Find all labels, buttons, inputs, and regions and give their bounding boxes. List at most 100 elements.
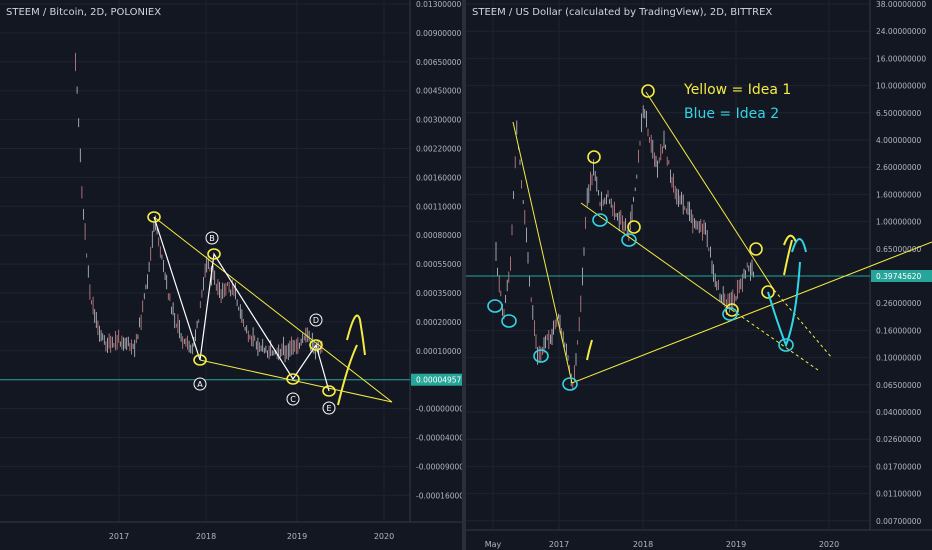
x-tick-label: 2018 bbox=[633, 540, 653, 549]
y-tick-label: 0.00220000 bbox=[416, 145, 462, 154]
y-tick-label: 0.00300000 bbox=[416, 116, 462, 125]
wave-label-d: D bbox=[313, 316, 319, 325]
y-tick-label: 0.00900000 bbox=[416, 29, 462, 38]
yellow-arrow bbox=[783, 239, 793, 276]
wave-label-b: B bbox=[209, 234, 215, 243]
y-tick-label: 0.00020000 bbox=[416, 318, 462, 327]
y-tick-label: 0.01100000 bbox=[876, 490, 922, 499]
x-tick-label: 2019 bbox=[726, 540, 746, 549]
y-tick-label: 0.00055000 bbox=[416, 260, 462, 269]
current-price-badge bbox=[871, 270, 932, 282]
projection-arrow bbox=[337, 344, 358, 406]
cyan-circle-marker bbox=[592, 213, 608, 227]
cyan-circle-marker bbox=[621, 233, 637, 247]
y-tick-label: 0.00035000 bbox=[416, 289, 462, 298]
x-tick-label: 2019 bbox=[287, 532, 307, 541]
y-tick-label: 10.00000000 bbox=[876, 82, 926, 91]
yellow-trendline bbox=[571, 241, 932, 384]
y-tick-label: 0.00450000 bbox=[416, 87, 462, 96]
x-tick-label: 2018 bbox=[196, 532, 216, 541]
x-tick-label: 2017 bbox=[549, 540, 569, 549]
projection-arrow-head bbox=[346, 314, 366, 356]
y-tick-label: 0.01700000 bbox=[876, 462, 922, 471]
y-tick-label: 0.00700000 bbox=[876, 517, 922, 526]
yellow-trendline bbox=[645, 91, 775, 291]
yellow-circle-marker bbox=[193, 354, 207, 366]
yellow-arrow-head bbox=[783, 234, 797, 246]
y-tick-label: 16.00000000 bbox=[876, 54, 926, 63]
dashed-projection bbox=[773, 289, 833, 359]
yellow-circle-marker bbox=[627, 220, 641, 234]
cyan-circle-marker bbox=[722, 307, 738, 321]
y-tick-label: 0.06500000 bbox=[876, 381, 922, 390]
left-chart-title: STEEM / Bitcoin, 2D, POLONIEX bbox=[6, 7, 162, 18]
x-tick-label: 2017 bbox=[109, 532, 129, 541]
y-tick-label: -0.00004000 bbox=[416, 434, 462, 443]
yellow-circle-marker bbox=[587, 150, 601, 164]
y-tick-label: 0.04000000 bbox=[876, 408, 922, 417]
wave-label-circle bbox=[193, 377, 207, 391]
y-tick-label: -0.00009000 bbox=[416, 462, 462, 471]
left-chart-panel[interactable]: 2017 2018 2019 2020 0.01300000 0.00900000 0.00… bbox=[0, 0, 462, 550]
wave-label-circle bbox=[205, 231, 219, 245]
wave-label-a: A bbox=[197, 380, 203, 389]
y-tick-label: 1.00000000 bbox=[876, 218, 922, 227]
yellow-circle-marker bbox=[207, 248, 221, 260]
y-tick-label: 1.60000000 bbox=[876, 190, 922, 199]
y-tick-label: 0.10000000 bbox=[876, 354, 922, 363]
cyan-circle-marker bbox=[562, 377, 578, 391]
wave-label-e: E bbox=[326, 404, 331, 413]
y-tick-label: 0.26000000 bbox=[876, 299, 922, 308]
cyan-circle-marker bbox=[501, 314, 517, 328]
right-chart-svg: May 2017 2018 2019 2020 38.00000000 24.0000000… bbox=[466, 0, 932, 549]
cyan-circle-marker bbox=[487, 299, 503, 313]
yellow-circle-marker bbox=[309, 339, 323, 351]
yellow-circle-marker bbox=[322, 385, 336, 397]
yellow-arrow bbox=[586, 339, 593, 361]
y-tick-label: 0.00650000 bbox=[416, 58, 462, 67]
wave-path bbox=[153, 216, 330, 392]
yellow-circle-marker bbox=[641, 84, 655, 98]
legend-idea-1: Yellow = Idea 1 bbox=[684, 82, 792, 98]
x-tick-label: 2020 bbox=[819, 540, 839, 549]
cyan-circle-marker bbox=[778, 338, 794, 352]
legend-idea-2: Blue = Idea 2 bbox=[684, 106, 780, 122]
current-price-badge bbox=[411, 373, 462, 386]
y-tick-label: 24.00000000 bbox=[876, 27, 926, 36]
wave-label-circle bbox=[322, 401, 336, 415]
cyan-circle-marker bbox=[533, 349, 549, 363]
yellow-circle-marker bbox=[147, 211, 161, 223]
right-chart-panel[interactable]: May 2017 2018 2019 2020 38.00000000 24.0000000… bbox=[466, 0, 932, 550]
x-tick-label: 2020 bbox=[374, 532, 394, 541]
y-tick-label: 0.02600000 bbox=[876, 435, 922, 444]
wave-label-circle bbox=[309, 313, 323, 327]
yellow-trendline bbox=[153, 216, 393, 403]
left-chart-svg: 2017 2018 2019 2020 0.01300000 0.00900000 0.00… bbox=[0, 0, 462, 541]
wave-label-c: C bbox=[290, 395, 296, 404]
current-price-label: 0.00004957 bbox=[416, 376, 462, 385]
y-tick-label: 0.00160000 bbox=[416, 173, 462, 182]
y-tick-label: -0.00016000 bbox=[416, 491, 462, 500]
panel-divider[interactable] bbox=[462, 0, 466, 550]
y-tick-label: 6.50000000 bbox=[876, 109, 922, 118]
y-tick-label: 38.00000000 bbox=[876, 0, 926, 9]
wave-label-circle bbox=[286, 392, 300, 406]
yellow-circle-marker bbox=[286, 373, 300, 385]
right-chart-title: STEEM / US Dollar (calculated by Trading… bbox=[472, 7, 773, 18]
yellow-circle-marker bbox=[749, 242, 763, 256]
y-tick-label: 0.01300000 bbox=[416, 0, 462, 9]
current-price-label: 0.39745620 bbox=[876, 272, 922, 281]
yellow-circle-marker bbox=[761, 285, 775, 299]
cyan-projection-path bbox=[767, 261, 801, 348]
yellow-trendline bbox=[512, 121, 573, 384]
y-tick-label: 4.00000000 bbox=[876, 136, 922, 145]
cyan-arrow-head bbox=[791, 238, 807, 253]
y-tick-label: 0.65000000 bbox=[876, 245, 922, 254]
yellow-trendline bbox=[580, 202, 733, 311]
y-tick-label: -0.00000000 bbox=[416, 405, 462, 414]
yellow-trendline bbox=[199, 359, 393, 403]
y-tick-label: 2.60000000 bbox=[876, 163, 922, 172]
y-tick-label: 0.00110000 bbox=[416, 202, 462, 211]
y-tick-label: 0.16000000 bbox=[876, 326, 922, 335]
dashed-projection bbox=[731, 309, 819, 371]
